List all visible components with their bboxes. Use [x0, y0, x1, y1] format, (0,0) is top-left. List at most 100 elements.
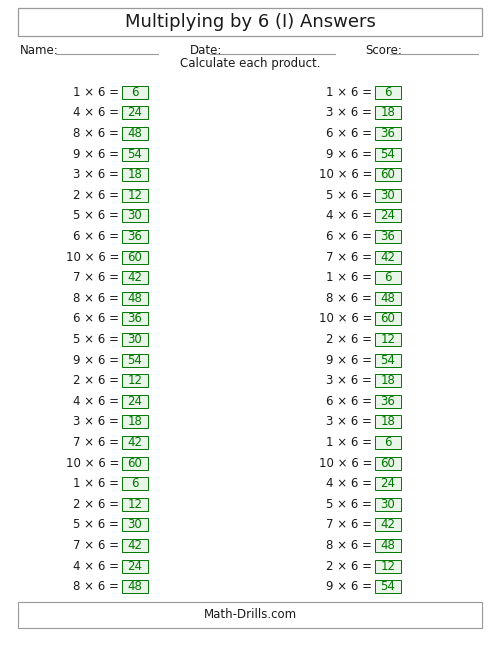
Text: 60: 60: [128, 457, 142, 470]
Bar: [375, 477, 401, 490]
Bar: [18, 8, 482, 36]
Text: 18: 18: [380, 106, 396, 120]
Text: 3 × 6 =: 3 × 6 =: [73, 168, 119, 181]
Bar: [122, 580, 148, 593]
Bar: [122, 271, 148, 284]
Bar: [375, 580, 401, 593]
Bar: [122, 436, 148, 449]
Bar: [375, 395, 401, 408]
Text: 5 × 6 =: 5 × 6 =: [73, 518, 119, 531]
Text: 8 × 6 =: 8 × 6 =: [326, 539, 372, 552]
Bar: [375, 86, 401, 99]
Text: 3 × 6 =: 3 × 6 =: [73, 415, 119, 428]
Text: 36: 36: [380, 127, 396, 140]
Text: 6 × 6 =: 6 × 6 =: [326, 230, 372, 243]
Text: 60: 60: [128, 250, 142, 263]
Bar: [375, 498, 401, 510]
Text: 18: 18: [128, 168, 142, 181]
Text: 24: 24: [380, 477, 396, 490]
Bar: [375, 333, 401, 346]
Text: 48: 48: [128, 127, 142, 140]
Text: 6: 6: [384, 86, 392, 99]
Bar: [122, 374, 148, 387]
Text: 1 × 6 =: 1 × 6 =: [73, 86, 119, 99]
Bar: [375, 168, 401, 181]
Bar: [375, 436, 401, 449]
Text: 7 × 6 =: 7 × 6 =: [326, 518, 372, 531]
Bar: [122, 292, 148, 305]
Text: 3 × 6 =: 3 × 6 =: [326, 415, 372, 428]
Bar: [122, 354, 148, 367]
Bar: [375, 374, 401, 387]
Text: 4 × 6 =: 4 × 6 =: [73, 395, 119, 408]
Bar: [375, 560, 401, 573]
Text: 30: 30: [128, 333, 142, 346]
Text: 24: 24: [128, 395, 142, 408]
Bar: [122, 415, 148, 428]
Text: 30: 30: [380, 189, 396, 202]
Text: 6 × 6 =: 6 × 6 =: [326, 395, 372, 408]
Text: 48: 48: [128, 292, 142, 305]
Text: 8 × 6 =: 8 × 6 =: [326, 292, 372, 305]
Bar: [375, 313, 401, 325]
Text: 5 × 6 =: 5 × 6 =: [326, 189, 372, 202]
Bar: [122, 457, 148, 470]
Text: 7 × 6 =: 7 × 6 =: [73, 436, 119, 449]
Text: Name:: Name:: [20, 43, 59, 56]
Text: 6: 6: [384, 436, 392, 449]
Text: 6: 6: [384, 271, 392, 284]
Text: 60: 60: [380, 313, 396, 325]
Text: 48: 48: [128, 580, 142, 593]
Text: 7 × 6 =: 7 × 6 =: [73, 539, 119, 552]
Text: 30: 30: [128, 518, 142, 531]
Text: 30: 30: [128, 210, 142, 223]
Text: 2 × 6 =: 2 × 6 =: [326, 560, 372, 573]
Text: 10 × 6 =: 10 × 6 =: [318, 457, 372, 470]
Bar: [122, 210, 148, 223]
Text: 5 × 6 =: 5 × 6 =: [326, 498, 372, 510]
Text: 42: 42: [380, 518, 396, 531]
Bar: [122, 560, 148, 573]
Text: 6 × 6 =: 6 × 6 =: [73, 313, 119, 325]
Text: Math-Drills.com: Math-Drills.com: [204, 608, 296, 622]
Text: 24: 24: [128, 560, 142, 573]
Text: 18: 18: [380, 415, 396, 428]
Text: 8 × 6 =: 8 × 6 =: [73, 580, 119, 593]
Text: 36: 36: [380, 395, 396, 408]
Bar: [122, 250, 148, 263]
Text: 24: 24: [128, 106, 142, 120]
Text: Multiplying by 6 (I) Answers: Multiplying by 6 (I) Answers: [124, 13, 376, 31]
Text: 18: 18: [380, 374, 396, 387]
Text: 12: 12: [128, 498, 142, 510]
Text: 2 × 6 =: 2 × 6 =: [326, 333, 372, 346]
Bar: [375, 106, 401, 120]
Text: 9 × 6 =: 9 × 6 =: [326, 580, 372, 593]
Text: 3 × 6 =: 3 × 6 =: [326, 106, 372, 120]
Text: 10 × 6 =: 10 × 6 =: [318, 313, 372, 325]
Text: 42: 42: [128, 436, 142, 449]
Text: 30: 30: [380, 498, 396, 510]
Text: 54: 54: [380, 148, 396, 160]
Text: 4 × 6 =: 4 × 6 =: [73, 106, 119, 120]
Text: 12: 12: [380, 333, 396, 346]
Text: 12: 12: [128, 374, 142, 387]
Text: 4 × 6 =: 4 × 6 =: [326, 477, 372, 490]
Bar: [122, 230, 148, 243]
Text: 9 × 6 =: 9 × 6 =: [326, 148, 372, 160]
Text: 10 × 6 =: 10 × 6 =: [318, 168, 372, 181]
Bar: [122, 518, 148, 531]
Text: 1 × 6 =: 1 × 6 =: [326, 436, 372, 449]
Text: Calculate each product.: Calculate each product.: [180, 58, 320, 71]
Text: 8 × 6 =: 8 × 6 =: [73, 127, 119, 140]
Text: 7 × 6 =: 7 × 6 =: [73, 271, 119, 284]
Text: 2 × 6 =: 2 × 6 =: [73, 374, 119, 387]
Text: 8 × 6 =: 8 × 6 =: [73, 292, 119, 305]
Bar: [122, 333, 148, 346]
Bar: [18, 602, 482, 628]
Text: 54: 54: [380, 354, 396, 367]
Text: 24: 24: [380, 210, 396, 223]
Text: 36: 36: [380, 230, 396, 243]
Bar: [122, 498, 148, 510]
Bar: [375, 354, 401, 367]
Text: 54: 54: [128, 148, 142, 160]
